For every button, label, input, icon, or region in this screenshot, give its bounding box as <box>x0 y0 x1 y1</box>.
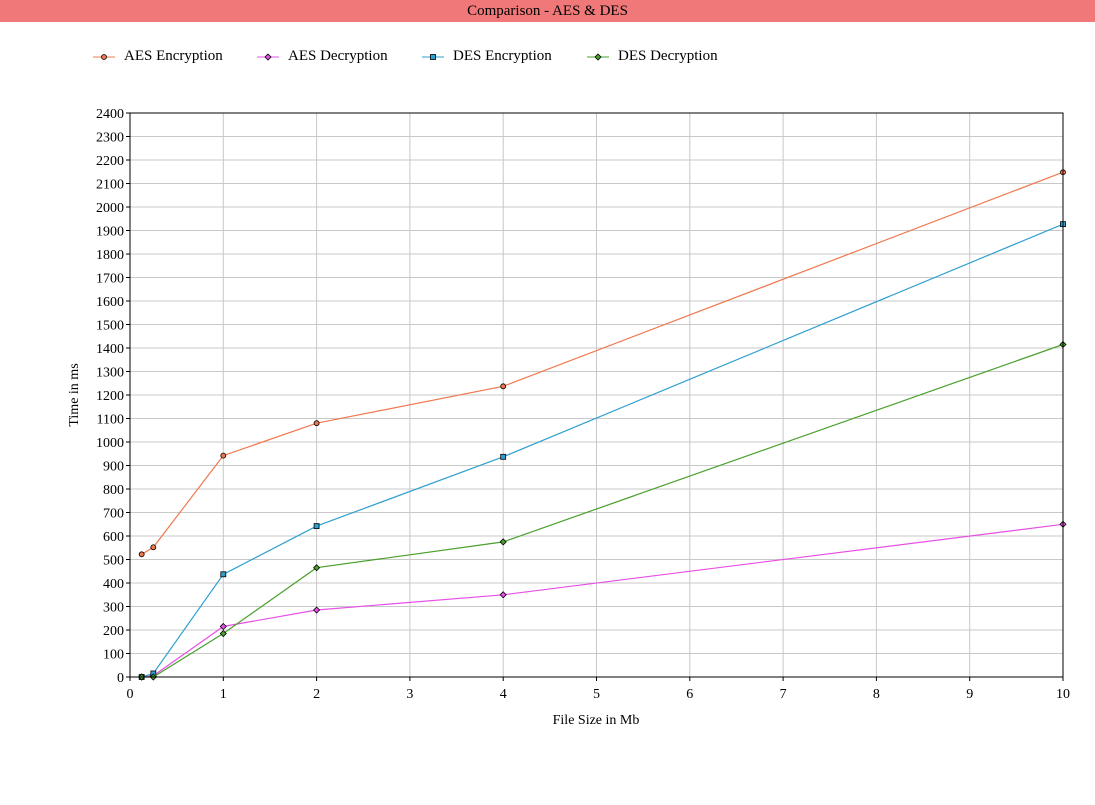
y-tick-label: 2400 <box>96 107 124 122</box>
legend-swatch-aes-decryption <box>257 53 279 61</box>
data-point <box>500 383 507 390</box>
series-0 <box>138 169 1066 558</box>
y-tick-label: 900 <box>103 460 124 475</box>
data-point <box>313 523 320 530</box>
legend-swatch-des-decryption <box>587 53 609 61</box>
x-tick-label: 7 <box>780 687 787 702</box>
y-tick-label: 700 <box>103 507 124 522</box>
y-tick-label: 1300 <box>96 366 124 381</box>
y-tick-label: 2200 <box>96 154 124 169</box>
data-point <box>313 420 320 427</box>
series-1 <box>138 520 1067 681</box>
x-tick-label: 5 <box>593 687 600 702</box>
x-tick-label: 1 <box>220 687 227 702</box>
legend-swatch-des-encryption <box>422 54 444 60</box>
data-point <box>313 606 321 614</box>
series-line-0 <box>141 171 1064 555</box>
y-tick-label: 0 <box>117 671 124 686</box>
data-point <box>138 551 145 558</box>
data-point <box>219 622 227 631</box>
y-tick-label: 800 <box>103 483 124 498</box>
legend-swatch-aes-encryption <box>93 54 115 60</box>
y-tick-label: 400 <box>103 577 124 592</box>
series-line-2 <box>141 223 1064 678</box>
x-tick-label: 2 <box>313 687 320 702</box>
plot-frame <box>129 112 1064 678</box>
y-tick-label: 1100 <box>97 413 124 428</box>
y-tick-label: 2300 <box>96 131 124 146</box>
y-tick-label: 300 <box>103 601 124 616</box>
y-tick-label: 1200 <box>96 389 124 404</box>
x-tick-label: 0 <box>127 687 134 702</box>
y-tick-label: 1400 <box>96 342 124 357</box>
x-tick-label: 3 <box>406 687 413 702</box>
legend-label-des-decryption: DES Decryption <box>618 48 718 64</box>
x-tick-label: 10 <box>1056 687 1070 702</box>
data-point <box>219 629 227 638</box>
series-line-1 <box>141 523 1064 678</box>
y-tick-label: 2000 <box>96 201 124 216</box>
series-2 <box>138 221 1066 680</box>
series-3 <box>138 340 1067 681</box>
y-tick-label: 100 <box>103 648 124 663</box>
data-point <box>500 453 507 460</box>
legend-label-aes-encryption: AES Encryption <box>124 48 223 64</box>
y-axis-ticks: 0 100 200 300 400 500 600 700 800 900 1000 1100 1200… <box>96 107 130 686</box>
y-tick-label: 1700 <box>96 272 124 287</box>
y-tick-label: 600 <box>103 530 124 545</box>
data-point <box>499 591 507 599</box>
data-point <box>220 452 227 459</box>
y-tick-label: 1000 <box>96 436 124 451</box>
chart-title: Comparison - AES & DES <box>0 0 1095 22</box>
y-tick-label: 200 <box>103 624 124 639</box>
chart-grid <box>129 112 1064 678</box>
x-tick-label: 8 <box>873 687 880 702</box>
y-tick-label: 1900 <box>96 225 124 240</box>
chart-series <box>138 169 1067 681</box>
y-tick-label: 1600 <box>96 295 124 310</box>
x-axis-label: File Size in Mb <box>553 713 640 728</box>
y-axis-label: Time in ms <box>67 363 82 426</box>
y-tick-label: 500 <box>103 554 124 569</box>
legend-label-aes-decryption: AES Decryption <box>288 48 388 64</box>
chart-legend: AES Encryption AES Decryption DES Encryp… <box>0 46 1095 68</box>
legend-label-des-encryption: DES Encryption <box>453 48 552 64</box>
series-line-3 <box>141 343 1064 678</box>
x-tick-label: 6 <box>686 687 693 702</box>
data-point <box>150 544 157 551</box>
x-tick-label: 9 <box>966 687 973 702</box>
x-tick-label: 4 <box>500 687 507 702</box>
y-tick-label: 2100 <box>96 178 124 193</box>
y-tick-label: 1800 <box>96 248 124 263</box>
x-axis-ticks: 0 1 2 3 4 5 6 7 8 9 10 <box>127 677 1070 702</box>
y-tick-label: 1500 <box>96 319 124 334</box>
data-point <box>220 571 227 578</box>
data-point <box>499 538 507 546</box>
data-point <box>313 564 321 572</box>
